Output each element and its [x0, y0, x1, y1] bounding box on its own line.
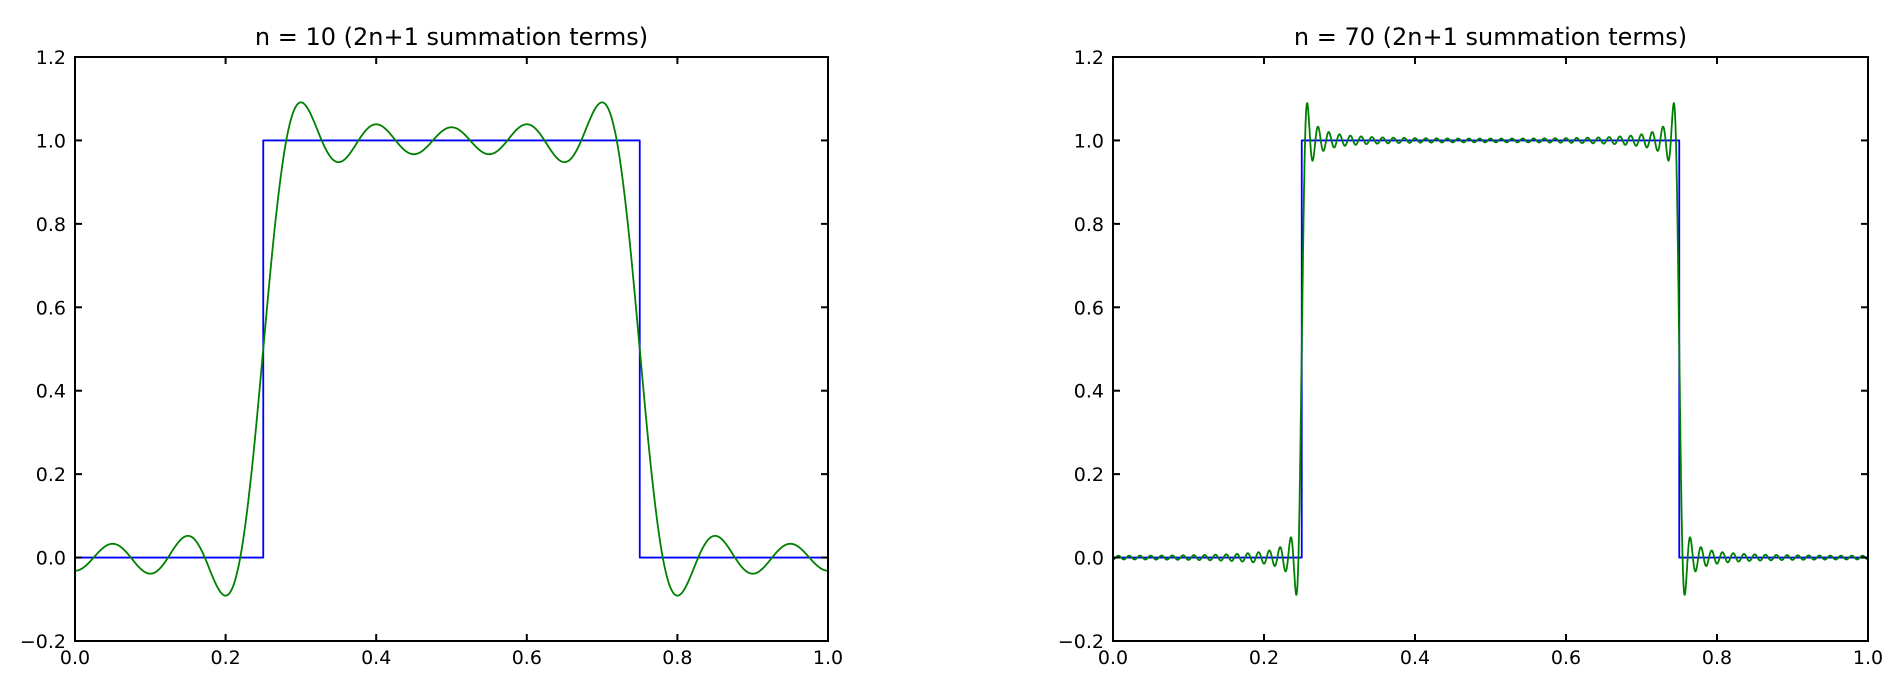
x-tick-label: 0.2: [210, 647, 240, 669]
y-tick-label: −0.2: [1058, 631, 1104, 653]
square-wave-line: [75, 139, 828, 559]
axes-frame: [74, 56, 829, 642]
y-tick-label: 0.0: [1074, 548, 1104, 570]
y-tick-label: −0.2: [20, 631, 66, 653]
y-tick-label: 0.0: [36, 548, 66, 570]
y-tick-label: 0.8: [1074, 214, 1104, 236]
y-tick-label: 0.4: [1074, 381, 1104, 403]
x-tick-label: 0.6: [1551, 647, 1581, 669]
y-tick-label: 0.8: [36, 214, 66, 236]
y-tick-label: 1.0: [1074, 130, 1104, 152]
x-tick-label: 0.0: [60, 647, 90, 669]
y-tick-label: 0.6: [1074, 297, 1104, 319]
x-tick-label: 1.0: [1853, 647, 1883, 669]
subplot-0: 0.0 0.2 0.4 0.6 0.8 1.0−0.20.00.20.40.60.81.0…: [20, 47, 843, 669]
square-wave-line: [1113, 139, 1868, 559]
plot-title-left: n = 10 (2n+1 summation terms): [254, 23, 649, 51]
fourier-sum-line: [1112, 102, 1869, 596]
x-tick-label: 0.2: [1249, 647, 1279, 669]
plot-title-right: n = 70 (2n+1 summation terms): [1293, 23, 1688, 51]
x-tick-label: 0.8: [662, 647, 692, 669]
x-tick-label: 0.4: [361, 647, 391, 669]
y-tick-label: 0.6: [36, 297, 66, 319]
x-tick-label: 0.6: [512, 647, 542, 669]
y-tick-label: 1.2: [1074, 47, 1104, 69]
x-tick-label: 0.0: [1098, 647, 1128, 669]
y-tick-label: 0.4: [36, 381, 66, 403]
fourier-sum-line: [74, 101, 829, 597]
y-tick-label: 1.0: [36, 130, 66, 152]
x-tick-label: 1.0: [813, 647, 843, 669]
x-tick-label: 0.4: [1400, 647, 1430, 669]
y-tick-label: 0.2: [1074, 464, 1104, 486]
y-tick-label: 0.2: [36, 464, 66, 486]
subplot-1: 0.0 0.2 0.4 0.6 0.8 1.0−0.20.00.20.40.60.81.0…: [1058, 47, 1883, 669]
axes-frame: [1112, 56, 1869, 642]
x-tick-label: 0.8: [1702, 647, 1732, 669]
y-tick-label: 1.2: [36, 47, 66, 69]
